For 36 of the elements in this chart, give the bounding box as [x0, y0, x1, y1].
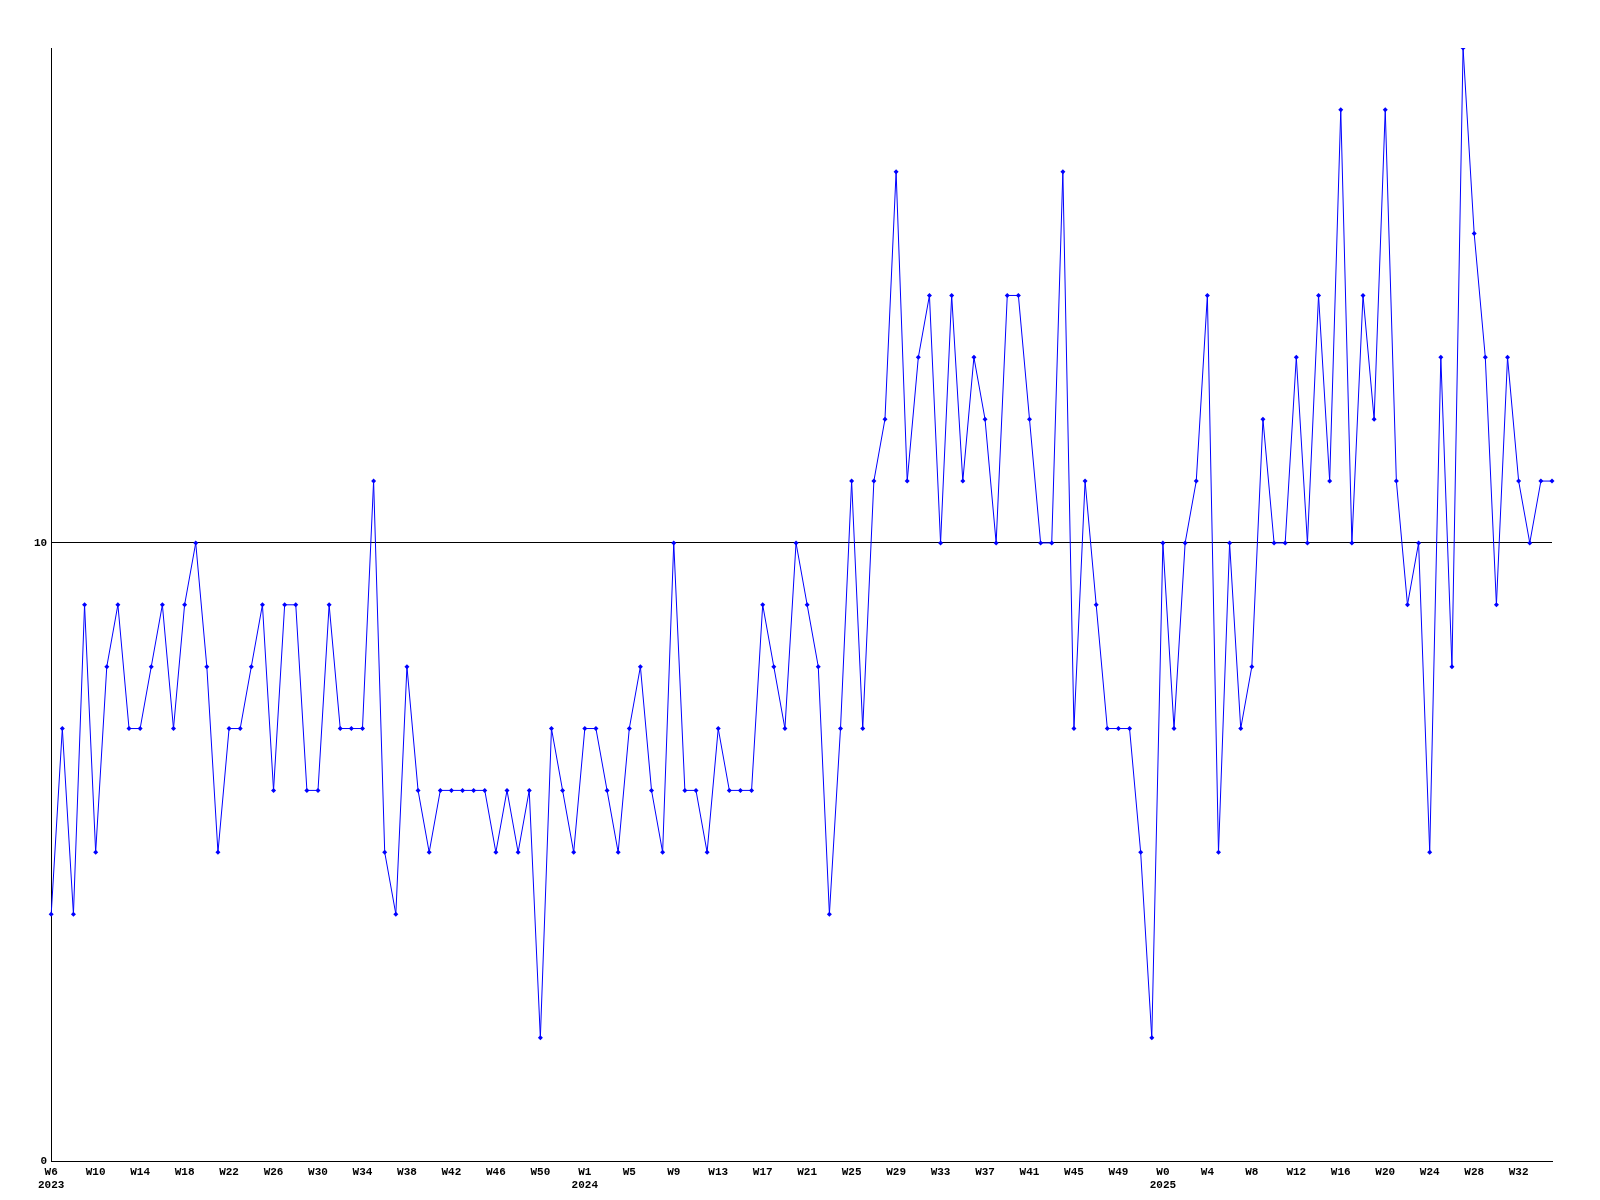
- x-tick-label: W8: [1245, 1165, 1259, 1178]
- x-tick-label: W49: [1108, 1165, 1129, 1178]
- x-tick-label: W6 2023: [38, 1165, 65, 1192]
- x-tick-label: W24: [1419, 1165, 1441, 1178]
- x-tick-label: W22: [219, 1165, 239, 1178]
- x-tick-label: W0 2025: [1149, 1165, 1177, 1192]
- x-tick-label: W9: [667, 1165, 681, 1178]
- x-tick-label: W17: [752, 1165, 773, 1178]
- x-tick-label: W30: [308, 1165, 328, 1178]
- x-tick-label: W33: [930, 1165, 951, 1178]
- x-tick-label: W45: [1064, 1165, 1085, 1178]
- x-tick-label: W16: [1330, 1165, 1351, 1178]
- x-tick-label: W37: [975, 1165, 995, 1178]
- x-tick-label: W41: [1019, 1165, 1040, 1178]
- x-tick-label: W32: [1508, 1165, 1529, 1178]
- x-tick-label: W5: [622, 1165, 637, 1178]
- x-tick-label: W29: [886, 1165, 906, 1178]
- x-tick-label: W4: [1200, 1165, 1215, 1178]
- x-tick-label: W28: [1464, 1165, 1485, 1178]
- x-tick-label: W26: [263, 1165, 284, 1178]
- x-tick-label: W21: [797, 1165, 818, 1178]
- x-tick-label: W34: [352, 1165, 373, 1178]
- x-tick-label: W20: [1375, 1165, 1396, 1178]
- x-tick-label: W18: [174, 1165, 195, 1178]
- y-tick-label: 0: [40, 1155, 48, 1168]
- x-tick-label: W46: [485, 1165, 506, 1178]
- x-tick-label: W10: [85, 1165, 106, 1178]
- x-tick-label: W42: [441, 1165, 462, 1178]
- y-tick-label: 10: [34, 536, 48, 549]
- x-tick-label: W25: [841, 1165, 862, 1178]
- x-tick-label: W50: [530, 1165, 551, 1178]
- x-tick-label: W1 2024: [571, 1165, 599, 1192]
- x-tick-label: W38: [397, 1165, 418, 1178]
- x-tick-label: W12: [1286, 1165, 1307, 1178]
- x-tick-label: W14: [130, 1165, 151, 1178]
- x-tick-label: W13: [708, 1165, 729, 1178]
